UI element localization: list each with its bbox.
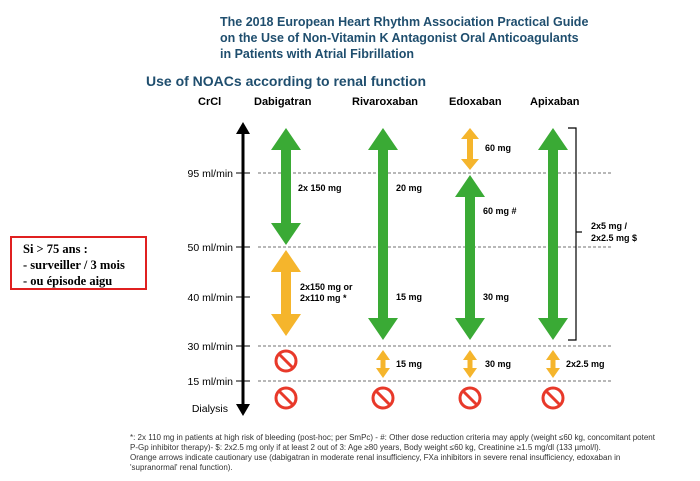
header-dabigatran: Dabigatran xyxy=(254,96,312,108)
label-30: 30 ml/min xyxy=(187,341,233,353)
note-line-1: Si > 75 ans : xyxy=(23,242,88,256)
edoxaban-arrow-green xyxy=(455,175,485,340)
apixaban-arrow-orange xyxy=(546,350,560,378)
dose-apixaban-main-1: 2x5 mg / xyxy=(591,221,628,231)
dabigatran-contraindicated-1 xyxy=(274,349,298,373)
dose-edoxaban-mid: 30 mg xyxy=(483,292,509,302)
note-line-2: - surveiller / 3 mois xyxy=(23,258,125,272)
dose-rivaroxaban-mid: 15 mg xyxy=(396,292,422,302)
dose-dabigatran-mid-1: 2x150 mg or xyxy=(300,282,353,292)
rivaroxaban-arrow-green xyxy=(368,128,398,340)
title-line-1: The 2018 European Heart Rhythm Associati… xyxy=(220,15,589,29)
dose-edoxaban-low: 30 mg xyxy=(485,359,511,369)
dabigatran-contraindicated-2 xyxy=(274,386,298,410)
title-line-2: on the Use of Non-Vitamin K Antagonist O… xyxy=(220,31,579,45)
dabigatran-arrow-orange xyxy=(271,250,301,336)
rivaroxaban-arrow-orange xyxy=(376,350,390,378)
rivaroxaban-contraindicated xyxy=(371,386,395,410)
age-warning-note: Si > 75 ans : - surveiller / 3 mois - ou… xyxy=(10,236,147,290)
footnote-line-2: P-Gp inhibitor therapy)- $: 2x2.5 mg onl… xyxy=(130,443,601,452)
dabigatran-arrow-green xyxy=(271,128,301,245)
footnote: *: 2x 110 mg in patients at high risk of… xyxy=(130,433,695,473)
apixaban-bracket xyxy=(568,127,582,341)
edoxaban-arrow-orange-low xyxy=(463,350,477,378)
footnote-line-4: 'supranormal' renal function). xyxy=(130,463,233,472)
dose-apixaban-low: 2x2.5 mg xyxy=(566,359,605,369)
dose-dabigatran-high: 2x 150 mg xyxy=(298,183,342,193)
footnote-line-1: *: 2x 110 mg in patients at high risk of… xyxy=(130,433,655,442)
crcl-axis-arrow xyxy=(236,122,250,416)
header-crcl: CrCl xyxy=(198,96,221,108)
dose-edoxaban-high: 60 mg # xyxy=(483,206,517,216)
label-15: 15 ml/min xyxy=(187,376,233,388)
edoxaban-arrow-orange-top xyxy=(461,128,479,170)
dose-rivaroxaban-low: 15 mg xyxy=(396,359,422,369)
header-edoxaban: Edoxaban xyxy=(449,96,502,108)
header-rivaroxaban: Rivaroxaban xyxy=(352,96,418,108)
footnote-line-3: Orange arrows indicate cautionary use (d… xyxy=(130,453,621,462)
label-95: 95 ml/min xyxy=(187,168,233,180)
label-50: 50 ml/min xyxy=(187,242,233,254)
label-dialysis: Dialysis xyxy=(192,403,228,415)
edoxaban-contraindicated xyxy=(458,386,482,410)
header-apixaban: Apixaban xyxy=(530,96,580,108)
apixaban-contraindicated xyxy=(541,386,565,410)
apixaban-arrow-green xyxy=(538,128,568,340)
title-line-3: in Patients with Atrial Fibrillation xyxy=(220,47,414,61)
guide-title: The 2018 European Heart Rhythm Associati… xyxy=(220,14,690,62)
dose-rivaroxaban-high: 20 mg xyxy=(396,183,422,193)
dose-edoxaban-top: 60 mg xyxy=(485,143,511,153)
dose-dabigatran-mid-2: 2x110 mg * xyxy=(300,293,347,303)
dose-apixaban-main-2: 2x2.5 mg $ xyxy=(591,233,637,243)
chart-subtitle: Use of NOACs according to renal function xyxy=(146,73,427,89)
note-line-3: - ou épisode aigu xyxy=(23,274,113,288)
label-40: 40 ml/min xyxy=(187,292,233,304)
